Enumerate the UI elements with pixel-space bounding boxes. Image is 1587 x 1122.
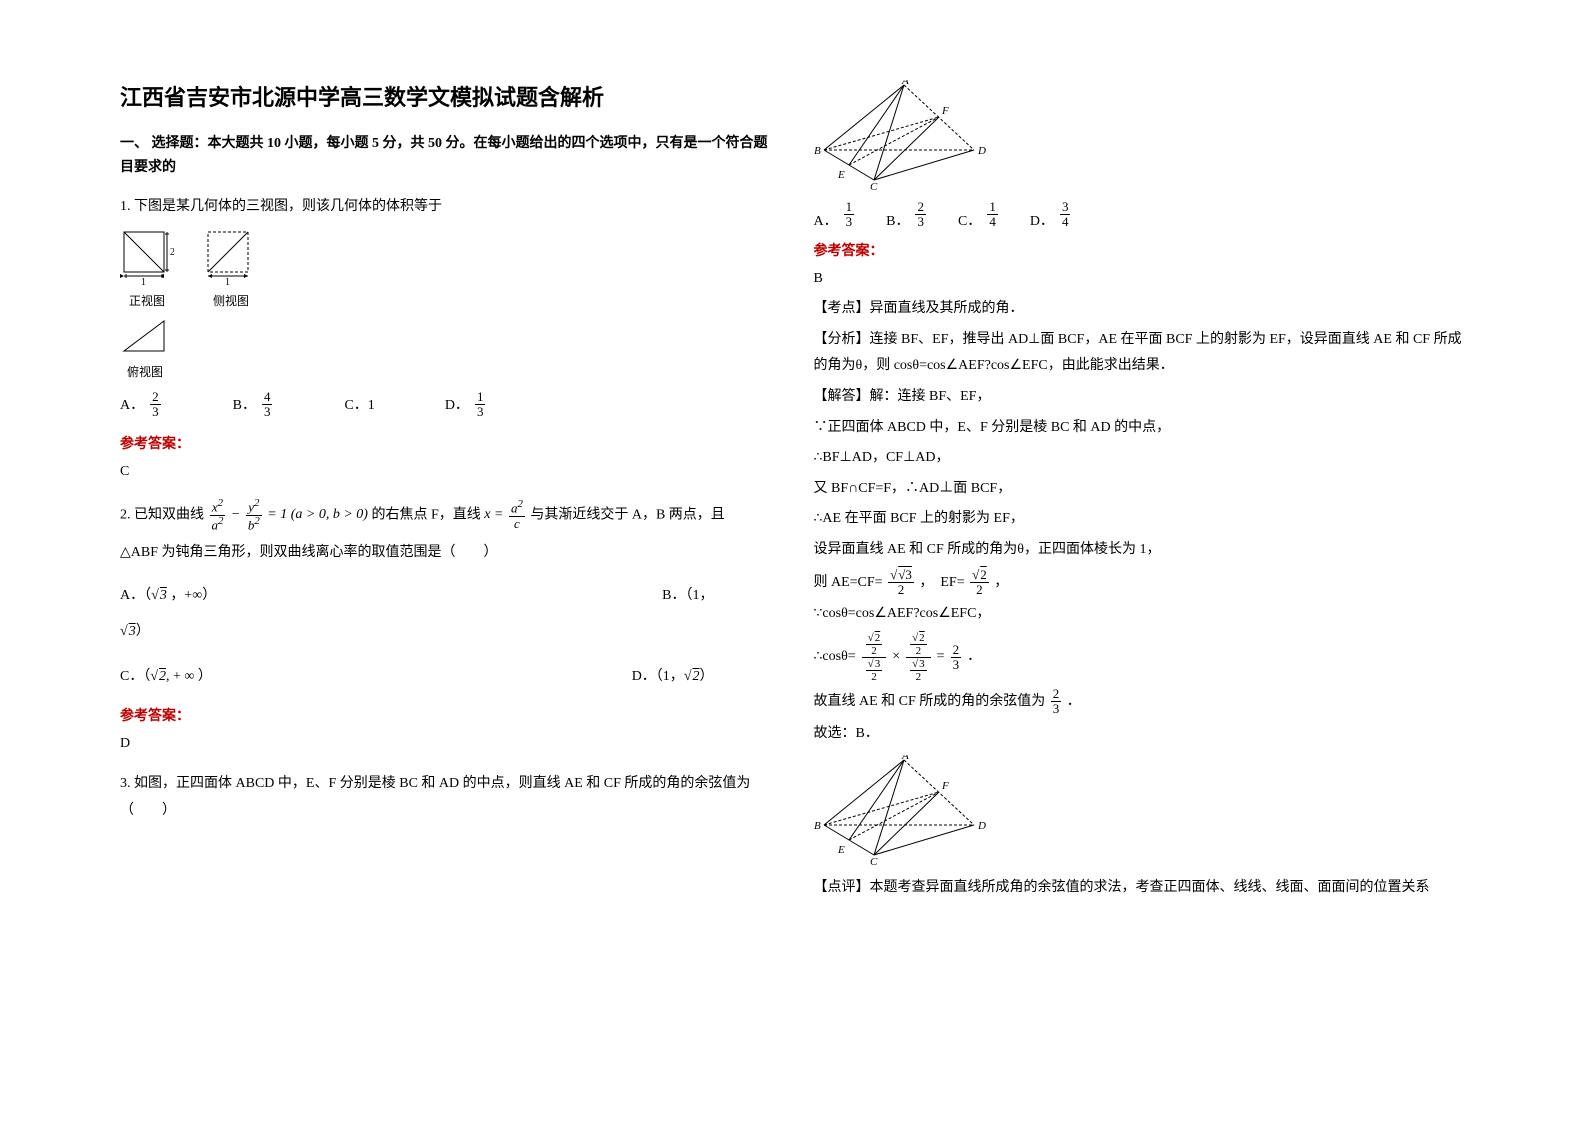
q2-opt-b-part1: B．（1， — [662, 583, 713, 610]
top-view-label: 俯视图 — [120, 361, 170, 384]
q2-opt-a: A．（√3 ，+∞） — [120, 583, 216, 610]
q1-ref: 参考答案： — [120, 433, 774, 453]
q3-sol5: 设异面直线 AE 和 CF 所成的角为θ，正四面体棱长为 1， — [814, 537, 1468, 564]
svg-text:F: F — [941, 780, 949, 792]
q3-figure-1: A B C D E F — [814, 80, 1468, 190]
top-view-svg — [120, 317, 170, 357]
q3-opt-a: A． 13 — [814, 200, 857, 230]
side-view-svg: 1 — [204, 228, 258, 286]
q1-opt-c: C．1 — [344, 393, 374, 420]
q3-comment: 【点评】本题考查异面直线所成角的余弦值的求法，考查正四面体、线线、线面、面面间的… — [814, 875, 1468, 902]
q3-analysis: 【分析】连接 BF、EF，推导出 AD⊥面 BCF，AE 在平面 BCF 上的射… — [814, 327, 1468, 380]
front-view-svg: 2 1 — [120, 228, 174, 286]
q3-answer: B — [814, 266, 1468, 293]
q3-sol8: ∴cosθ= √22 √32 × √22 √32 = 23 ． — [814, 632, 1468, 683]
q1-opt-d-label: D． — [445, 393, 469, 420]
q1-stem: 1. 下图是某几何体的三视图，则该几何体的体积等于 — [120, 194, 774, 221]
q2-stem-b: 的右焦点 F，直线 — [371, 507, 480, 522]
svg-text:D: D — [977, 145, 986, 157]
frac: 23 — [150, 390, 161, 420]
left-column: 江西省吉安市北源中学高三数学文模拟试题含解析 一、 选择题：本大题共 10 小题… — [100, 80, 794, 1082]
q2-stem-d: △ABF 为钝角三角形，则双曲线离心率的取值范围是（ ） — [120, 540, 774, 567]
front-view-box: 2 1 正视图 — [120, 228, 174, 313]
q2-ref: 参考答案： — [120, 705, 774, 725]
q3-sol7: ∵cosθ=cos∠AEF?cos∠EFC， — [814, 601, 1468, 628]
svg-text:B: B — [814, 145, 821, 157]
q3-figure-2: A B C D E F — [814, 755, 1468, 865]
frac: 43 — [262, 390, 273, 420]
svg-text:2: 2 — [170, 247, 174, 258]
q2-answer: D — [120, 731, 774, 758]
q3-opt-b: B． 23 — [886, 200, 928, 230]
frac: 13 — [475, 390, 486, 420]
q1-opt-a: A． 23 — [120, 390, 163, 420]
q2-options-row2: C．（√2, + ∞ ） D．（1，√2） — [120, 664, 774, 691]
q2-stem-c: 与其渐近线交于 A，B 两点，且 — [530, 507, 724, 522]
svg-text:E: E — [837, 844, 845, 856]
svg-text:1: 1 — [225, 277, 230, 286]
svg-text:F: F — [941, 105, 949, 117]
q1-views: 2 1 正视图 1 侧视图 — [120, 228, 774, 313]
right-column: A B C D E F A． 13 B． 23 C． 14 D． 34 参考答案… — [794, 80, 1488, 1082]
svg-text:1: 1 — [141, 277, 146, 286]
tetrahedron-svg-1: A B C D E F — [814, 80, 994, 190]
q3-sol-head: 【解答】解：连接 BF、EF， — [814, 384, 1468, 411]
q3-sol2: ∴BF⊥AD，CF⊥AD， — [814, 445, 1468, 472]
q3-sol4: ∴AE 在平面 BCF 上的射影为 EF， — [814, 506, 1468, 533]
q2-opt-c: C．（√2, + ∞ ） — [120, 664, 212, 691]
side-view-box: 1 侧视图 — [204, 228, 258, 313]
q3-ref: 参考答案： — [814, 240, 1468, 260]
q2-stem-a: 2. 已知双曲线 — [120, 507, 204, 522]
q3-sol1: ∵正四面体 ABCD 中，E、F 分别是棱 BC 和 AD 的中点， — [814, 415, 1468, 442]
q3-sol10: 故选：B． — [814, 721, 1468, 748]
q2-eq2: x = a2c — [484, 507, 530, 522]
svg-text:C: C — [870, 181, 878, 190]
question-3: 3. 如图，正四面体 ABCD 中，E、F 分别是棱 BC 和 AD 的中点，则… — [120, 771, 774, 824]
svg-text:D: D — [977, 820, 986, 832]
question-2: 2. 已知双曲线 x2a2 − y2b2 = 1 (a > 0, b > 0) … — [120, 498, 774, 691]
svg-text:A: A — [901, 80, 909, 87]
q1-opt-d: D． 13 — [445, 390, 488, 420]
q2-opt-b-part2: √3） — [120, 619, 774, 646]
q1-options: A． 23 B． 43 C．1 D． 13 — [120, 390, 774, 420]
q3-point: 【考点】异面直线及其所成的角． — [814, 296, 1468, 323]
q2-eq1: x2a2 − y2b2 = 1 (a > 0, b > 0) — [208, 507, 372, 522]
q2-opt-d: D．（1，√2） — [632, 664, 714, 691]
question-1: 1. 下图是某几何体的三视图，则该几何体的体积等于 2 1 正 — [120, 194, 774, 420]
q3-sol6: 则 AE=CF= √√32 ， EF= √22 ， — [814, 568, 1468, 598]
q3-opt-c: C． 14 — [958, 200, 1000, 230]
tetrahedron-svg-2: A B C D E F — [814, 755, 994, 865]
svg-text:B: B — [814, 820, 821, 832]
q1-opt-b: B． 43 — [233, 390, 275, 420]
q1-answer: C — [120, 459, 774, 486]
q1-opt-b-label: B． — [233, 393, 256, 420]
q3-sol9: 故直线 AE 和 CF 所成的角的余弦值为 23 ． — [814, 687, 1468, 717]
side-view-label: 侧视图 — [204, 290, 258, 313]
q1-opt-a-label: A． — [120, 393, 144, 420]
svg-text:C: C — [870, 856, 878, 865]
q2-stem: 2. 已知双曲线 x2a2 − y2b2 = 1 (a > 0, b > 0) … — [120, 498, 774, 532]
svg-text:E: E — [837, 169, 845, 181]
q3-opt-d: D． 34 — [1030, 200, 1073, 230]
q3-stem: 3. 如图，正四面体 ABCD 中，E、F 分别是棱 BC 和 AD 的中点，则… — [120, 771, 774, 824]
section-1-heading: 一、 选择题：本大题共 10 小题，每小题 5 分，共 50 分。在每小题给出的… — [120, 132, 774, 180]
svg-text:A: A — [901, 755, 909, 762]
exam-title: 江西省吉安市北源中学高三数学文模拟试题含解析 — [120, 80, 774, 112]
top-view-box: 俯视图 — [120, 317, 774, 384]
q2-options-row1: A．（√3 ，+∞） B．（1， — [120, 583, 774, 610]
q3-options: A． 13 B． 23 C． 14 D． 34 — [814, 200, 1468, 230]
q3-sol3: 又 BF∩CF=F，∴AD⊥面 BCF， — [814, 476, 1468, 503]
front-view-label: 正视图 — [120, 290, 174, 313]
